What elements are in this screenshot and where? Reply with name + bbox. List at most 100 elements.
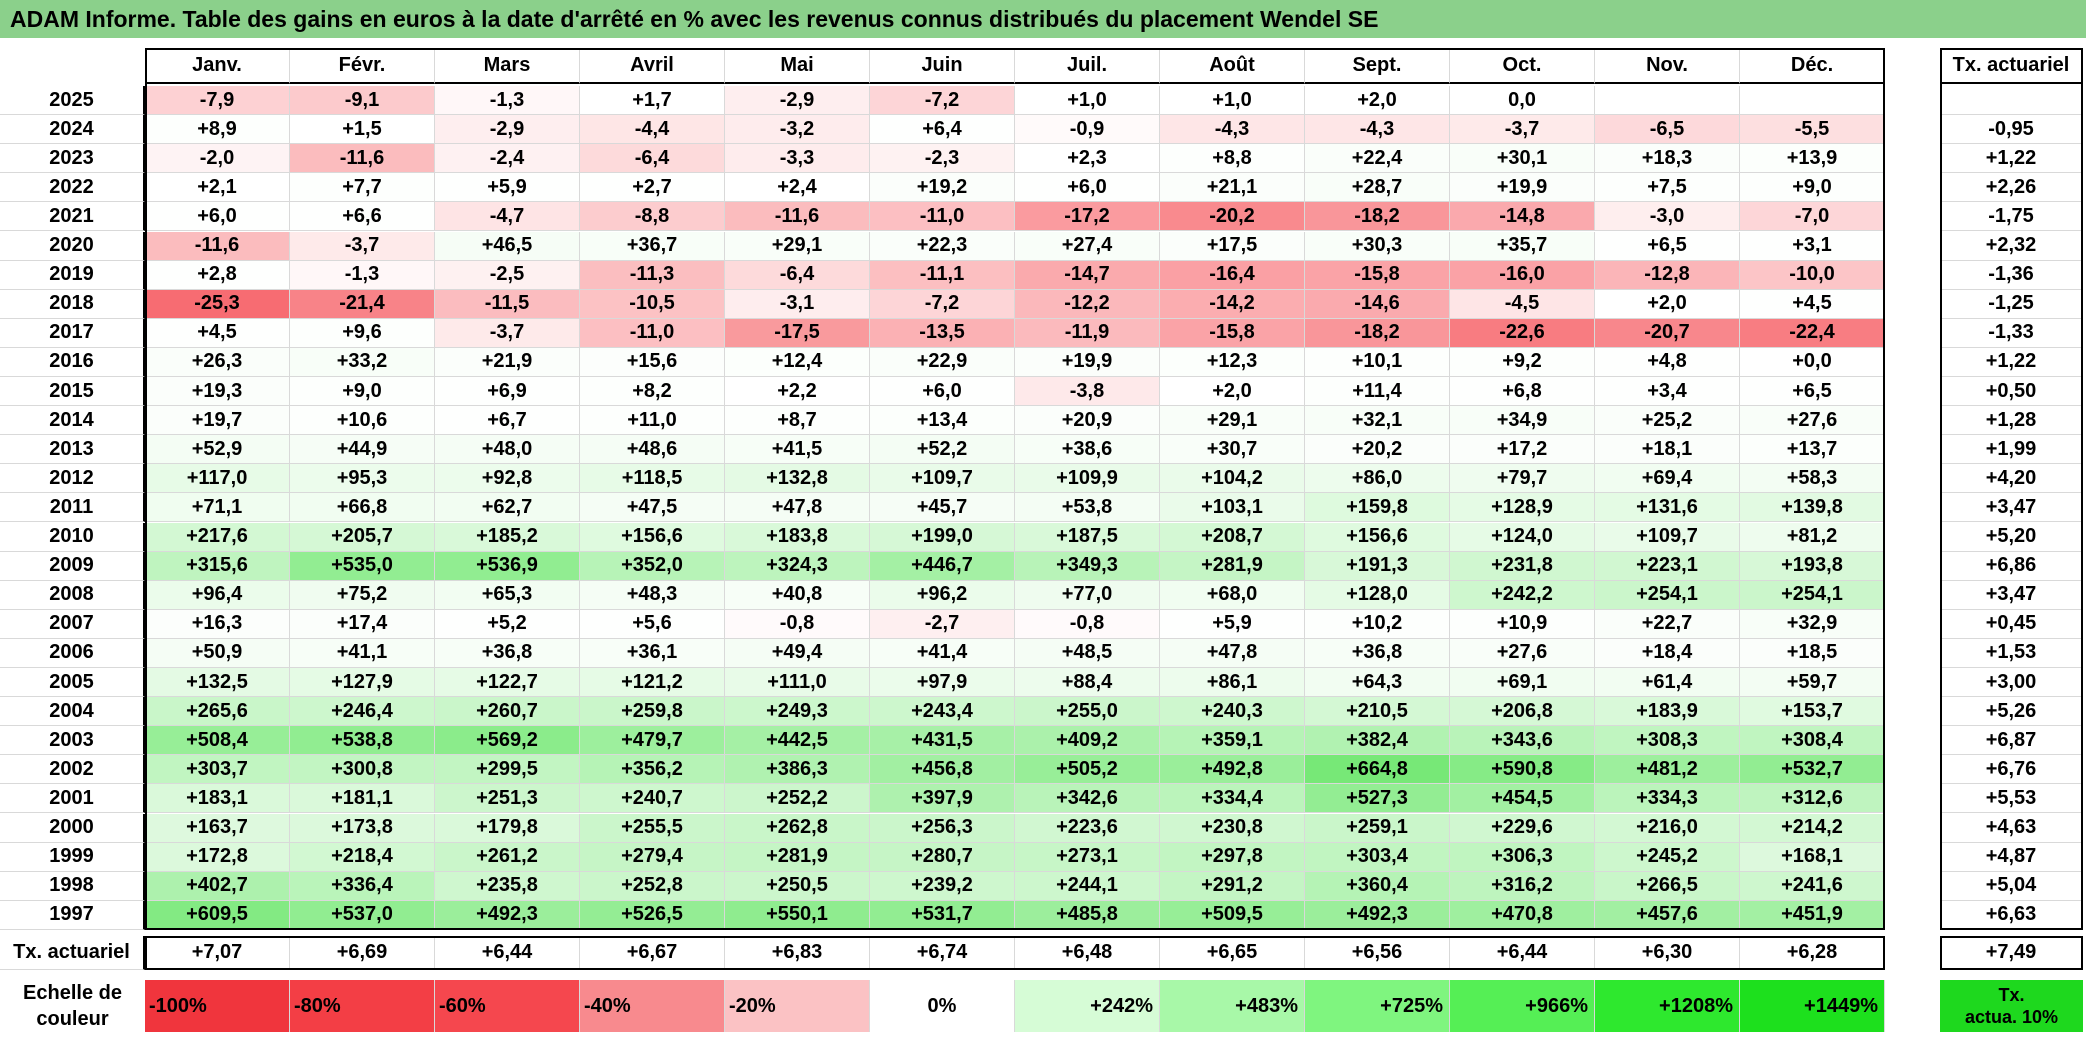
- table-cell: +454,5: [1450, 784, 1595, 814]
- table-cell: +386,3: [725, 755, 870, 785]
- footer-cell: +6,67: [580, 935, 725, 970]
- table-cell: -16,4: [1160, 260, 1305, 290]
- table-cell: +48,0: [435, 435, 580, 465]
- table-cell: +68,0: [1160, 580, 1305, 610]
- table-cell: +181,1: [290, 784, 435, 814]
- table-cell: +40,8: [725, 580, 870, 610]
- table-cell: -11,9: [1015, 318, 1160, 348]
- scale-label-line1: Echelle de: [23, 982, 122, 1004]
- year-label: 2018: [0, 289, 145, 319]
- table-cell: +303,4: [1305, 842, 1450, 872]
- table-cell: +19,3: [145, 377, 290, 407]
- scale-swatch: +242%: [1015, 980, 1160, 1032]
- table-cell: +538,8: [290, 726, 435, 756]
- table-cell: +6,6: [290, 202, 435, 232]
- table-cell: +12,3: [1160, 347, 1305, 377]
- table-cell: +256,3: [870, 813, 1015, 843]
- row-tx-actuariel: +1,53: [1940, 638, 2083, 668]
- table-cell: +47,8: [725, 493, 870, 523]
- table-cell: +409,2: [1015, 726, 1160, 756]
- table-cell: -3,0: [1595, 202, 1740, 232]
- table-cell: +48,6: [580, 435, 725, 465]
- footer-cell: +6,30: [1595, 935, 1740, 970]
- row-tx-actuariel: -1,36: [1940, 260, 2083, 290]
- table-cell: +179,8: [435, 813, 580, 843]
- table-cell: +103,1: [1160, 493, 1305, 523]
- year-label: 2025: [0, 86, 145, 116]
- year-label: 2000: [0, 813, 145, 843]
- table-cell: +492,3: [435, 900, 580, 930]
- table-cell: +6,9: [435, 377, 580, 407]
- table-cell: +118,5: [580, 464, 725, 494]
- table-cell: -2,3: [870, 144, 1015, 174]
- table-cell: -11,3: [580, 260, 725, 290]
- table-cell: -21,4: [290, 289, 435, 319]
- table-cell: 0,0: [1450, 86, 1595, 116]
- table-cell: -2,0: [145, 144, 290, 174]
- row-tx-actuariel: +1,28: [1940, 406, 2083, 436]
- scale-swatch: -100%: [145, 980, 290, 1032]
- table-cell: +71,1: [145, 493, 290, 523]
- table-cell: +3,1: [1740, 231, 1885, 261]
- table-cell: +342,6: [1015, 784, 1160, 814]
- footer-cell: +6,83: [725, 935, 870, 970]
- table-cell: -16,0: [1450, 260, 1595, 290]
- table-cell: +88,4: [1015, 668, 1160, 698]
- table-cell: +316,2: [1450, 871, 1595, 901]
- table-cell: +46,5: [435, 231, 580, 261]
- table-cell: +109,7: [870, 464, 1015, 494]
- row-tx-actuariel: +4,20: [1940, 464, 2083, 494]
- table-cell: +18,4: [1595, 638, 1740, 668]
- year-label: 2011: [0, 493, 145, 523]
- month-header: Août: [1160, 48, 1305, 84]
- table-cell: +217,6: [145, 522, 290, 552]
- table-cell: +22,7: [1595, 609, 1740, 639]
- table-cell: -7,2: [870, 86, 1015, 116]
- page-title: ADAM Informe. Table des gains en euros à…: [0, 0, 2086, 38]
- scale-swatch: +966%: [1450, 980, 1595, 1032]
- row-tx-actuariel: +5,20: [1940, 522, 2083, 552]
- table-cell: [1740, 86, 1885, 116]
- table-cell: +187,5: [1015, 522, 1160, 552]
- table-cell: +132,8: [725, 464, 870, 494]
- table-cell: +402,7: [145, 871, 290, 901]
- table-cell: +8,8: [1160, 144, 1305, 174]
- table-cell: +2,2: [725, 377, 870, 407]
- table-cell: +2,4: [725, 173, 870, 203]
- table-cell: +312,6: [1740, 784, 1885, 814]
- table-cell: +11,0: [580, 406, 725, 436]
- row-tx-actuariel: -0,95: [1940, 115, 2083, 145]
- table-cell: +49,4: [725, 638, 870, 668]
- table-cell: +262,8: [725, 813, 870, 843]
- year-label: 2022: [0, 173, 145, 203]
- year-label: 2009: [0, 551, 145, 581]
- table-cell: -3,7: [435, 318, 580, 348]
- table-cell: +121,2: [580, 668, 725, 698]
- table-cell: -2,9: [725, 86, 870, 116]
- year-label: 2003: [0, 726, 145, 756]
- table-cell: +62,7: [435, 493, 580, 523]
- table-cell: +131,6: [1595, 493, 1740, 523]
- table-cell: +336,4: [290, 871, 435, 901]
- table-cell: +208,7: [1160, 522, 1305, 552]
- table-cell: +6,5: [1740, 377, 1885, 407]
- table-cell: -3,2: [725, 115, 870, 145]
- table-cell: +30,7: [1160, 435, 1305, 465]
- table-cell: +241,6: [1740, 871, 1885, 901]
- table-cell: +36,1: [580, 638, 725, 668]
- table-cell: +492,3: [1305, 900, 1450, 930]
- table-cell: +153,7: [1740, 697, 1885, 727]
- table-cell: +193,8: [1740, 551, 1885, 581]
- scale-actuariel-swatch: Tx. actua. 10%: [1940, 980, 2083, 1032]
- table-cell: +431,5: [870, 726, 1015, 756]
- table-cell: +52,9: [145, 435, 290, 465]
- table-cell: +7,5: [1595, 173, 1740, 203]
- table-cell: +281,9: [725, 842, 870, 872]
- scale-swatch: -60%: [435, 980, 580, 1032]
- row-tx-actuariel: +2,32: [1940, 231, 2083, 261]
- table-cell: +6,5: [1595, 231, 1740, 261]
- table-cell: +53,8: [1015, 493, 1160, 523]
- footer-cell: +7,07: [145, 935, 290, 970]
- table-cell: +59,7: [1740, 668, 1885, 698]
- scale-label-line2: couleur: [36, 1008, 109, 1030]
